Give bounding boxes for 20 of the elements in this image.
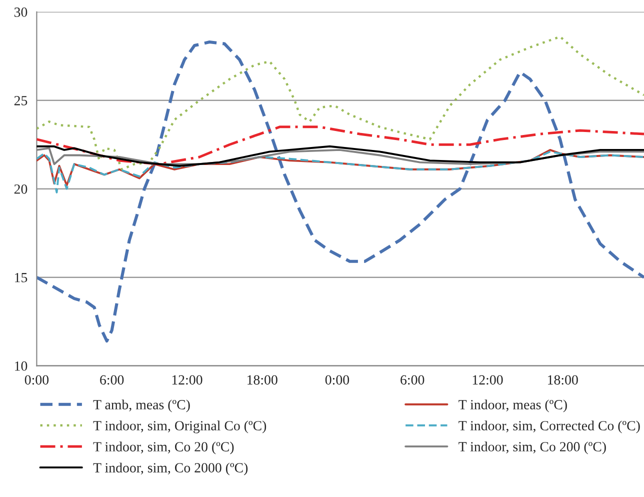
y-tick-label: 10 [15, 361, 28, 371]
x-tick-label: 18:00 [548, 375, 578, 385]
x-tick-label: 6:00 [100, 375, 124, 385]
x-tick-label: 6:00 [400, 375, 424, 385]
y-tick-label: 20 [14, 184, 28, 194]
x-tick-label: 12:00 [472, 375, 503, 385]
legend-label: T indoor, sim, Corrected Co (ºC) [458, 420, 640, 434]
x-tick-label: 0:00 [325, 375, 350, 385]
y-tick-label: 15 [15, 272, 28, 282]
x-tick-label: 18:00 [248, 375, 278, 385]
legend-label: T indoor, sim, Original Co (ºC) [93, 420, 266, 434]
y-tick-label: 30 [14, 8, 28, 17]
x-tick-label: 12:00 [172, 375, 202, 385]
x-tick-label: 0:00 [24, 375, 49, 385]
y-tick-label: 25 [14, 96, 28, 106]
legend-label: T indoor, meas (ºC) [458, 400, 567, 412]
legend-label: T indoor, sim, Co 20 (ºC) [93, 442, 234, 454]
legend-label: T indoor, sim, Co 2000 (ºC) [93, 462, 248, 476]
legend-label: T indoor, sim, Co 200 (ºC) [458, 442, 606, 454]
legend-label: T amb, meas (ºC) [93, 400, 190, 412]
